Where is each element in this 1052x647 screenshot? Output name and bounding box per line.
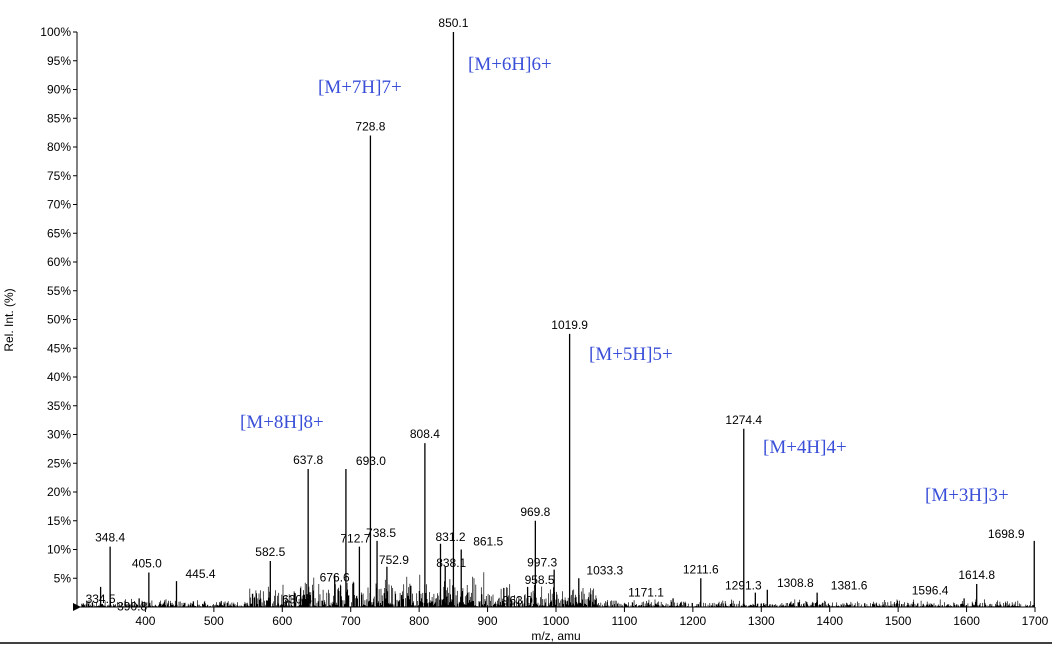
y-tick-label: 20%: [47, 485, 71, 499]
peak-label-582-5: 582.5: [255, 545, 285, 559]
x-tick-label: 1200: [680, 614, 707, 628]
peak-label-1614-8: 1614.8: [958, 568, 995, 582]
peak-label-1698-9: 1698.9: [988, 527, 1025, 541]
y-tick-label: 35%: [47, 399, 71, 413]
peak-label-1171-1: 1171.1: [628, 585, 664, 599]
peak-label-850-1: 850.1: [438, 16, 468, 30]
x-tick-label: 500: [204, 614, 224, 628]
peak-label-676-6: 676.6: [320, 570, 350, 584]
x-tick-label: 1500: [885, 614, 912, 628]
ion-annotation: [M+8H]8+: [240, 412, 324, 433]
peak-label-405-0: 405.0: [132, 557, 162, 571]
peak-label-958-5: 958.5: [525, 573, 555, 587]
peak-label-1019-9: 1019.9: [551, 318, 588, 332]
x-tick-label: 1100: [612, 614, 638, 628]
peak-label-838-1: 838.1: [436, 556, 466, 570]
peak-label-334-5: 334.5: [86, 592, 116, 606]
ion-annotation: [M+7H]7+: [318, 77, 402, 98]
y-tick-label: 15%: [47, 514, 71, 528]
peak-label-861-5: 861.5: [473, 535, 503, 549]
peak-label-752-9: 752.9: [379, 553, 409, 567]
y-tick-label: 5%: [54, 571, 72, 585]
tick-labels: 5% 10% 15% 20% 25% 30% 35% 40% 45% 50% 55% 60% 65% 70…: [40, 25, 1048, 628]
peak-label-1274-4: 1274.4: [725, 413, 762, 427]
peak-label-738-5: 738.5: [366, 526, 396, 540]
peak-label-693-0: 693.0: [356, 454, 386, 468]
peak-label-969-8: 969.8: [520, 505, 550, 519]
y-tick-label: 25%: [47, 456, 71, 470]
y-tick-label: 40%: [47, 370, 71, 384]
peak-label-390-8: 390.8: [117, 599, 147, 613]
peak-label-1033-3: 1033.3: [586, 563, 623, 577]
peaks: [99, 32, 1035, 607]
x-tick-label: 1000: [543, 614, 570, 628]
peak-label-963-0: 963.0: [503, 593, 533, 607]
noise-trace: [80, 572, 1035, 607]
x-tick-label: 1700: [1022, 614, 1049, 628]
peak-label-445-4: 445.4: [185, 567, 215, 581]
baseline-noise: [80, 572, 1035, 607]
axis-origin-marker: [73, 603, 81, 611]
x-tick-label: 1600: [953, 614, 980, 628]
y-tick-label: 90%: [47, 83, 71, 97]
y-tick-label: 75%: [47, 169, 71, 183]
peak-label-637-8: 637.8: [293, 453, 323, 467]
x-tick-label: 800: [409, 614, 429, 628]
peak-label-1308-8: 1308.8: [777, 576, 814, 590]
y-tick-label: 100%: [40, 25, 71, 39]
axes: [0, 31, 1052, 644]
peak-label-728-8: 728.8: [355, 120, 385, 134]
y-axis-title: Rel. Int. (%): [2, 288, 16, 351]
y-tick-label: 65%: [47, 226, 71, 240]
ion-annotation: [M+3H]3+: [925, 485, 1009, 506]
peak-label-630-4: 630.4: [282, 593, 312, 607]
peak-label-712-7: 712.7: [340, 532, 370, 546]
peak-label-1291-3: 1291.3: [725, 579, 762, 593]
x-tick-label: 900: [478, 614, 498, 628]
ion-annotation: [M+6H]6+: [468, 54, 552, 75]
peak-label-831-2: 831.2: [435, 530, 465, 544]
peak-label-1381-6: 1381.6: [831, 579, 868, 593]
x-tick-label: 600: [272, 614, 292, 628]
y-tick-label: 30%: [47, 428, 71, 442]
x-tick-label: 400: [135, 614, 155, 628]
y-tick-label: 95%: [47, 54, 71, 68]
peak-label-1211-6: 1211.6: [683, 562, 719, 576]
peak-label-1596-4: 1596.4: [912, 583, 949, 597]
x-tick-label: 1300: [748, 614, 775, 628]
y-tick-label: 50%: [47, 313, 71, 327]
x-tick-label: 700: [341, 614, 361, 628]
ion-annotations: [M+8H]8+ [M+7H]7+ [M+6H]6+ [M+5H]5+ [M+4H]4+…: [240, 54, 1009, 506]
y-tick-label: 60%: [47, 255, 71, 269]
y-tick-label: 55%: [47, 284, 71, 298]
ion-annotation: [M+4H]4+: [763, 437, 847, 458]
y-tick-label: 10%: [47, 543, 71, 557]
y-tick-label: 80%: [47, 140, 71, 154]
y-tick-label: 70%: [47, 198, 71, 212]
x-tick-label: 1400: [816, 614, 843, 628]
peak-label-808-4: 808.4: [410, 427, 440, 441]
peak-labels: 334.5 348.4 390.8 405.0 445.4 582.5 630.4 637.8…: [86, 16, 1025, 613]
y-tick-label: 45%: [47, 341, 71, 355]
y-tick-label: 85%: [47, 111, 71, 125]
peak-label-348-4: 348.4: [95, 531, 125, 545]
x-axis-title: m/z, amu: [531, 629, 580, 643]
peak-label-997-3: 997.3: [527, 556, 557, 570]
ion-annotation: [M+5H]5+: [589, 344, 673, 365]
